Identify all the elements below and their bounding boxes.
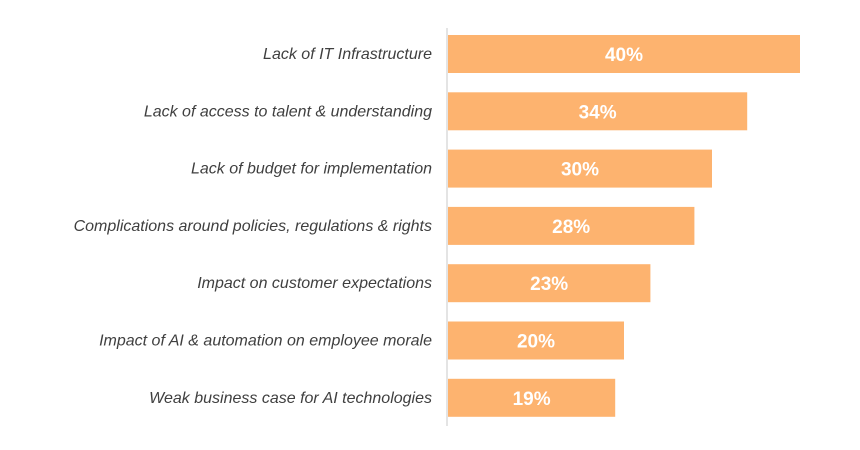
category-label: Weak business case for AI technologies xyxy=(149,390,432,407)
bar xyxy=(448,206,695,245)
value-label: 28% xyxy=(552,217,590,238)
bar xyxy=(448,149,712,188)
value-label: 20% xyxy=(517,332,555,353)
category-label: Impact on customer expectations xyxy=(197,275,432,292)
category-label: Lack of access to talent & understanding xyxy=(144,103,432,120)
bars-group: Lack of IT Infrastructure 40% Lack of acce… xyxy=(74,35,800,417)
bar xyxy=(448,92,748,131)
category-label: Lack of IT Infrastructure xyxy=(263,46,432,63)
value-label: 19% xyxy=(513,389,551,410)
bar xyxy=(448,378,616,417)
value-label: 23% xyxy=(530,274,568,295)
category-label: Lack of budget for implementation xyxy=(191,161,432,178)
bar xyxy=(448,264,651,303)
value-label: 30% xyxy=(561,160,599,181)
category-label: Impact of AI & automation on employee mo… xyxy=(99,333,432,350)
value-label: 40% xyxy=(605,45,643,66)
bar xyxy=(448,35,800,73)
value-label: 34% xyxy=(579,102,617,123)
category-label: Complications around policies, regulatio… xyxy=(74,218,432,235)
bar xyxy=(448,321,624,360)
